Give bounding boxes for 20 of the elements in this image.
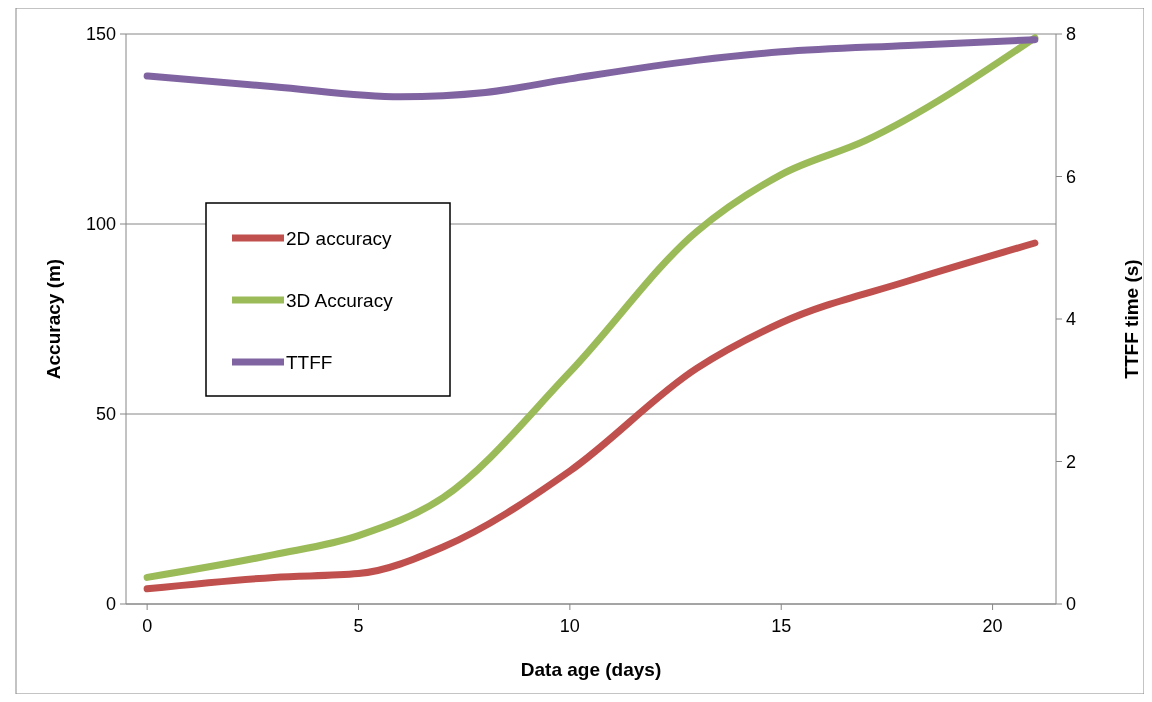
y-tick-label: 50 bbox=[95, 404, 116, 425]
x-axis-title: Data age (days) bbox=[520, 659, 662, 680]
y2-tick-label: 4 bbox=[1066, 309, 1077, 330]
y2-tick-label: 0 bbox=[1066, 594, 1077, 615]
legend-label: 2D accuracy bbox=[286, 227, 393, 249]
y-axis-title: Accuracy (m) bbox=[43, 258, 64, 380]
y-tick-label: 0 bbox=[105, 594, 116, 615]
x-tick-label: 10 bbox=[559, 616, 580, 636]
legend-label: 3D Accuracy bbox=[286, 289, 394, 311]
x-tick-label: 15 bbox=[771, 616, 792, 636]
y2-tick-label: 2 bbox=[1066, 451, 1077, 472]
y2-tick-label: 6 bbox=[1066, 166, 1077, 187]
y-tick-label: 100 bbox=[85, 214, 116, 235]
x-tick-label: 5 bbox=[353, 616, 364, 636]
y-tick-label: 150 bbox=[85, 24, 116, 45]
y2-tick-label: 8 bbox=[1066, 24, 1077, 45]
x-tick-label: 20 bbox=[982, 616, 1003, 636]
x-tick-label: 0 bbox=[142, 616, 153, 636]
y2-axis-title: TTFF time (s) bbox=[1121, 259, 1142, 379]
legend-label: TTFF bbox=[286, 351, 333, 373]
